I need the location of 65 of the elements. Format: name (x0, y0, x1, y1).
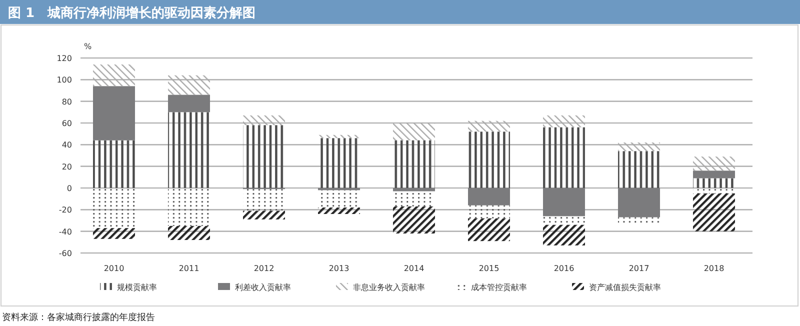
bar (693, 193, 735, 232)
bar (318, 134, 360, 138)
bar (243, 189, 285, 211)
y-tick-label: 80 (62, 97, 72, 106)
y-tick-label: 0 (66, 184, 72, 193)
bar (543, 224, 585, 246)
text: 资料来源：各家城商行披露的年度报告 (2, 312, 155, 323)
y-tick-label: 120 (56, 54, 72, 63)
y-axis-title: % (84, 42, 92, 51)
bar (168, 94, 210, 112)
bar (693, 156, 735, 171)
bar (543, 188, 585, 216)
legend-label: 资产减值损失贡献率 (589, 283, 661, 292)
bar (93, 188, 135, 228)
bar (693, 178, 735, 188)
x-tick-label: 2014 (404, 264, 424, 273)
y-tick-label: -60 (58, 249, 72, 258)
legend-label: 利差收入贡献率 (235, 283, 291, 292)
bar (693, 170, 735, 178)
y-tick-label: -40 (58, 227, 72, 236)
bar (468, 188, 510, 206)
bar (468, 205, 510, 218)
bar (318, 208, 360, 214)
bar (468, 120, 510, 132)
bar (168, 226, 210, 240)
bar (618, 151, 660, 188)
bar (618, 142, 660, 152)
x-tick-label: 2010 (104, 264, 124, 273)
bar (93, 86, 135, 140)
bar (618, 217, 660, 224)
bar (543, 216, 585, 225)
legend-label: 成本管控贡献率 (471, 283, 527, 292)
y-tick-label: -20 (58, 206, 72, 215)
y-tick-label: 60 (62, 119, 72, 128)
x-tick-label: 2015 (478, 264, 500, 273)
bar (168, 112, 210, 188)
bar (93, 64, 135, 86)
bar (243, 115, 285, 126)
x-tick-label: 2013 (328, 264, 350, 273)
bar (168, 75, 210, 95)
legend-label: 非息业务收入贡献率 (353, 283, 425, 292)
bar (543, 127, 585, 188)
bar (468, 132, 510, 188)
bar (543, 115, 585, 128)
bar (393, 140, 435, 188)
bar (168, 188, 210, 226)
y-tick-label: 100 (56, 76, 72, 85)
bar (93, 140, 135, 188)
bar (468, 218, 510, 242)
chart-title: 图 1 城商行净利润增长的驱动因素分解图 (8, 5, 256, 21)
bar (618, 188, 660, 218)
x-tick-label: 2012 (254, 264, 274, 273)
x-tick-label: 2018 (704, 264, 724, 273)
x-tick-label: 2011 (178, 264, 200, 273)
bar (93, 228, 135, 239)
bar (243, 210, 285, 220)
bar (393, 123, 435, 140)
y-tick-label: 40 (62, 140, 72, 150)
x-tick-label: 2016 (554, 264, 574, 273)
bar (393, 206, 435, 234)
legend-label: 规模贡献率 (117, 283, 157, 292)
y-tick-label: 20 (62, 162, 72, 172)
bar (243, 125, 285, 188)
x-tick-label: 2017 (628, 264, 650, 273)
bar (393, 188, 435, 192)
